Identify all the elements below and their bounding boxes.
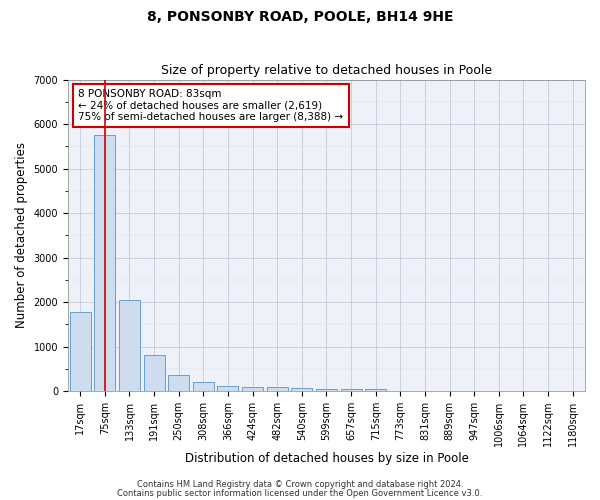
Bar xyxy=(168,375,189,391)
Title: Size of property relative to detached houses in Poole: Size of property relative to detached ho… xyxy=(161,64,492,77)
Text: Contains HM Land Registry data © Crown copyright and database right 2024.: Contains HM Land Registry data © Crown c… xyxy=(137,480,463,489)
Text: 8 PONSONBY ROAD: 83sqm
← 24% of detached houses are smaller (2,619)
75% of semi-: 8 PONSONBY ROAD: 83sqm ← 24% of detached… xyxy=(78,89,343,122)
Bar xyxy=(365,389,386,391)
Bar xyxy=(242,387,263,391)
Bar xyxy=(94,135,115,391)
Bar xyxy=(193,382,214,391)
X-axis label: Distribution of detached houses by size in Poole: Distribution of detached houses by size … xyxy=(185,452,469,465)
Text: Contains public sector information licensed under the Open Government Licence v3: Contains public sector information licen… xyxy=(118,488,482,498)
Bar xyxy=(143,354,164,391)
Bar xyxy=(119,300,140,391)
Y-axis label: Number of detached properties: Number of detached properties xyxy=(15,142,28,328)
Text: 8, PONSONBY ROAD, POOLE, BH14 9HE: 8, PONSONBY ROAD, POOLE, BH14 9HE xyxy=(147,10,453,24)
Bar xyxy=(70,312,91,391)
Bar xyxy=(316,389,337,391)
Bar xyxy=(341,389,362,391)
Bar xyxy=(292,388,312,391)
Bar xyxy=(267,387,287,391)
Bar xyxy=(217,386,238,391)
